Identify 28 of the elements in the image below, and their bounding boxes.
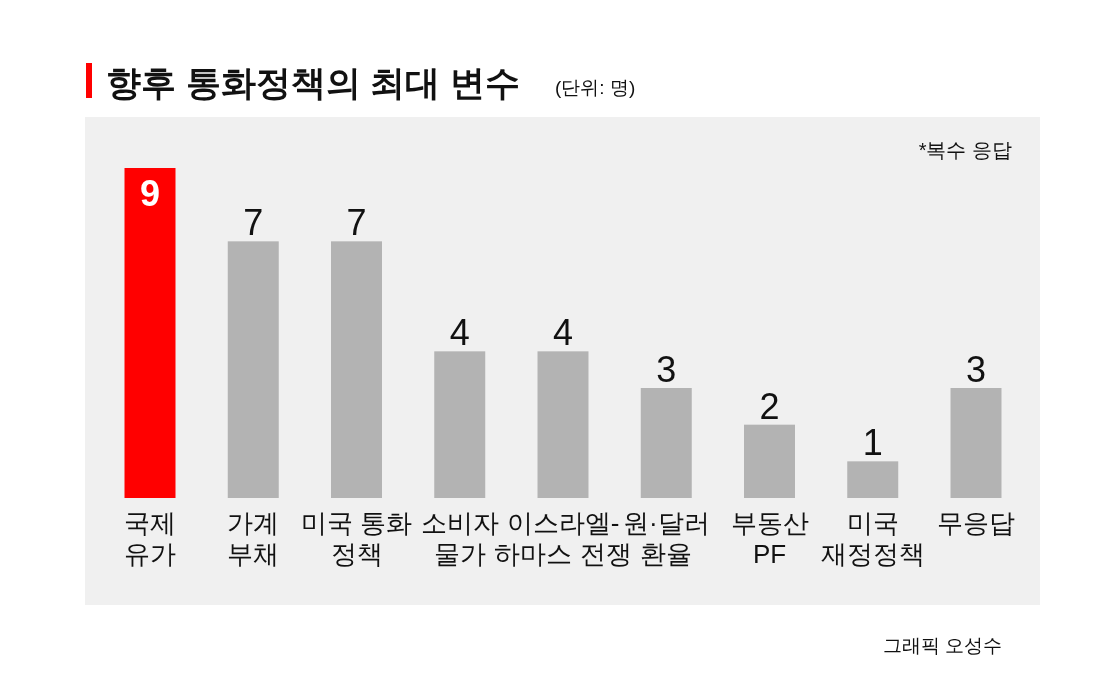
x-tick-label: 국제 유가	[124, 508, 176, 569]
bar	[640, 388, 692, 498]
data-label: 3	[656, 349, 677, 390]
data-label: 7	[346, 202, 367, 244]
x-tick-label: 가계 부채	[227, 508, 280, 569]
bar	[124, 168, 176, 498]
bar	[227, 241, 279, 498]
bar	[744, 424, 795, 498]
bar	[434, 351, 486, 498]
bar	[331, 241, 382, 498]
data-label: 4	[552, 312, 574, 354]
data-label: 2	[759, 385, 780, 427]
chart-subtitle: (단위: 명)	[555, 77, 636, 98]
x-tick-label: 미국 재정정책	[820, 508, 925, 569]
chart-title: 향후 통화정책의 최대 변수	[106, 63, 521, 102]
data-label: 1	[862, 422, 883, 464]
x-tick-label: 무응답	[937, 508, 1015, 538]
bar	[537, 351, 589, 498]
bar	[847, 461, 899, 498]
text: 그래픽 오성수	[882, 635, 1002, 656]
text: *복수 응답	[918, 139, 1012, 161]
data-label: 7	[243, 202, 264, 244]
x-tick-label: 부동산 PF	[730, 508, 809, 569]
bar	[950, 388, 1002, 498]
data-label: 9	[139, 173, 161, 214]
data-label: 3	[965, 349, 987, 390]
x-tick-label: 미국 통화 정책	[300, 508, 413, 569]
data-label: 4	[449, 312, 470, 354]
